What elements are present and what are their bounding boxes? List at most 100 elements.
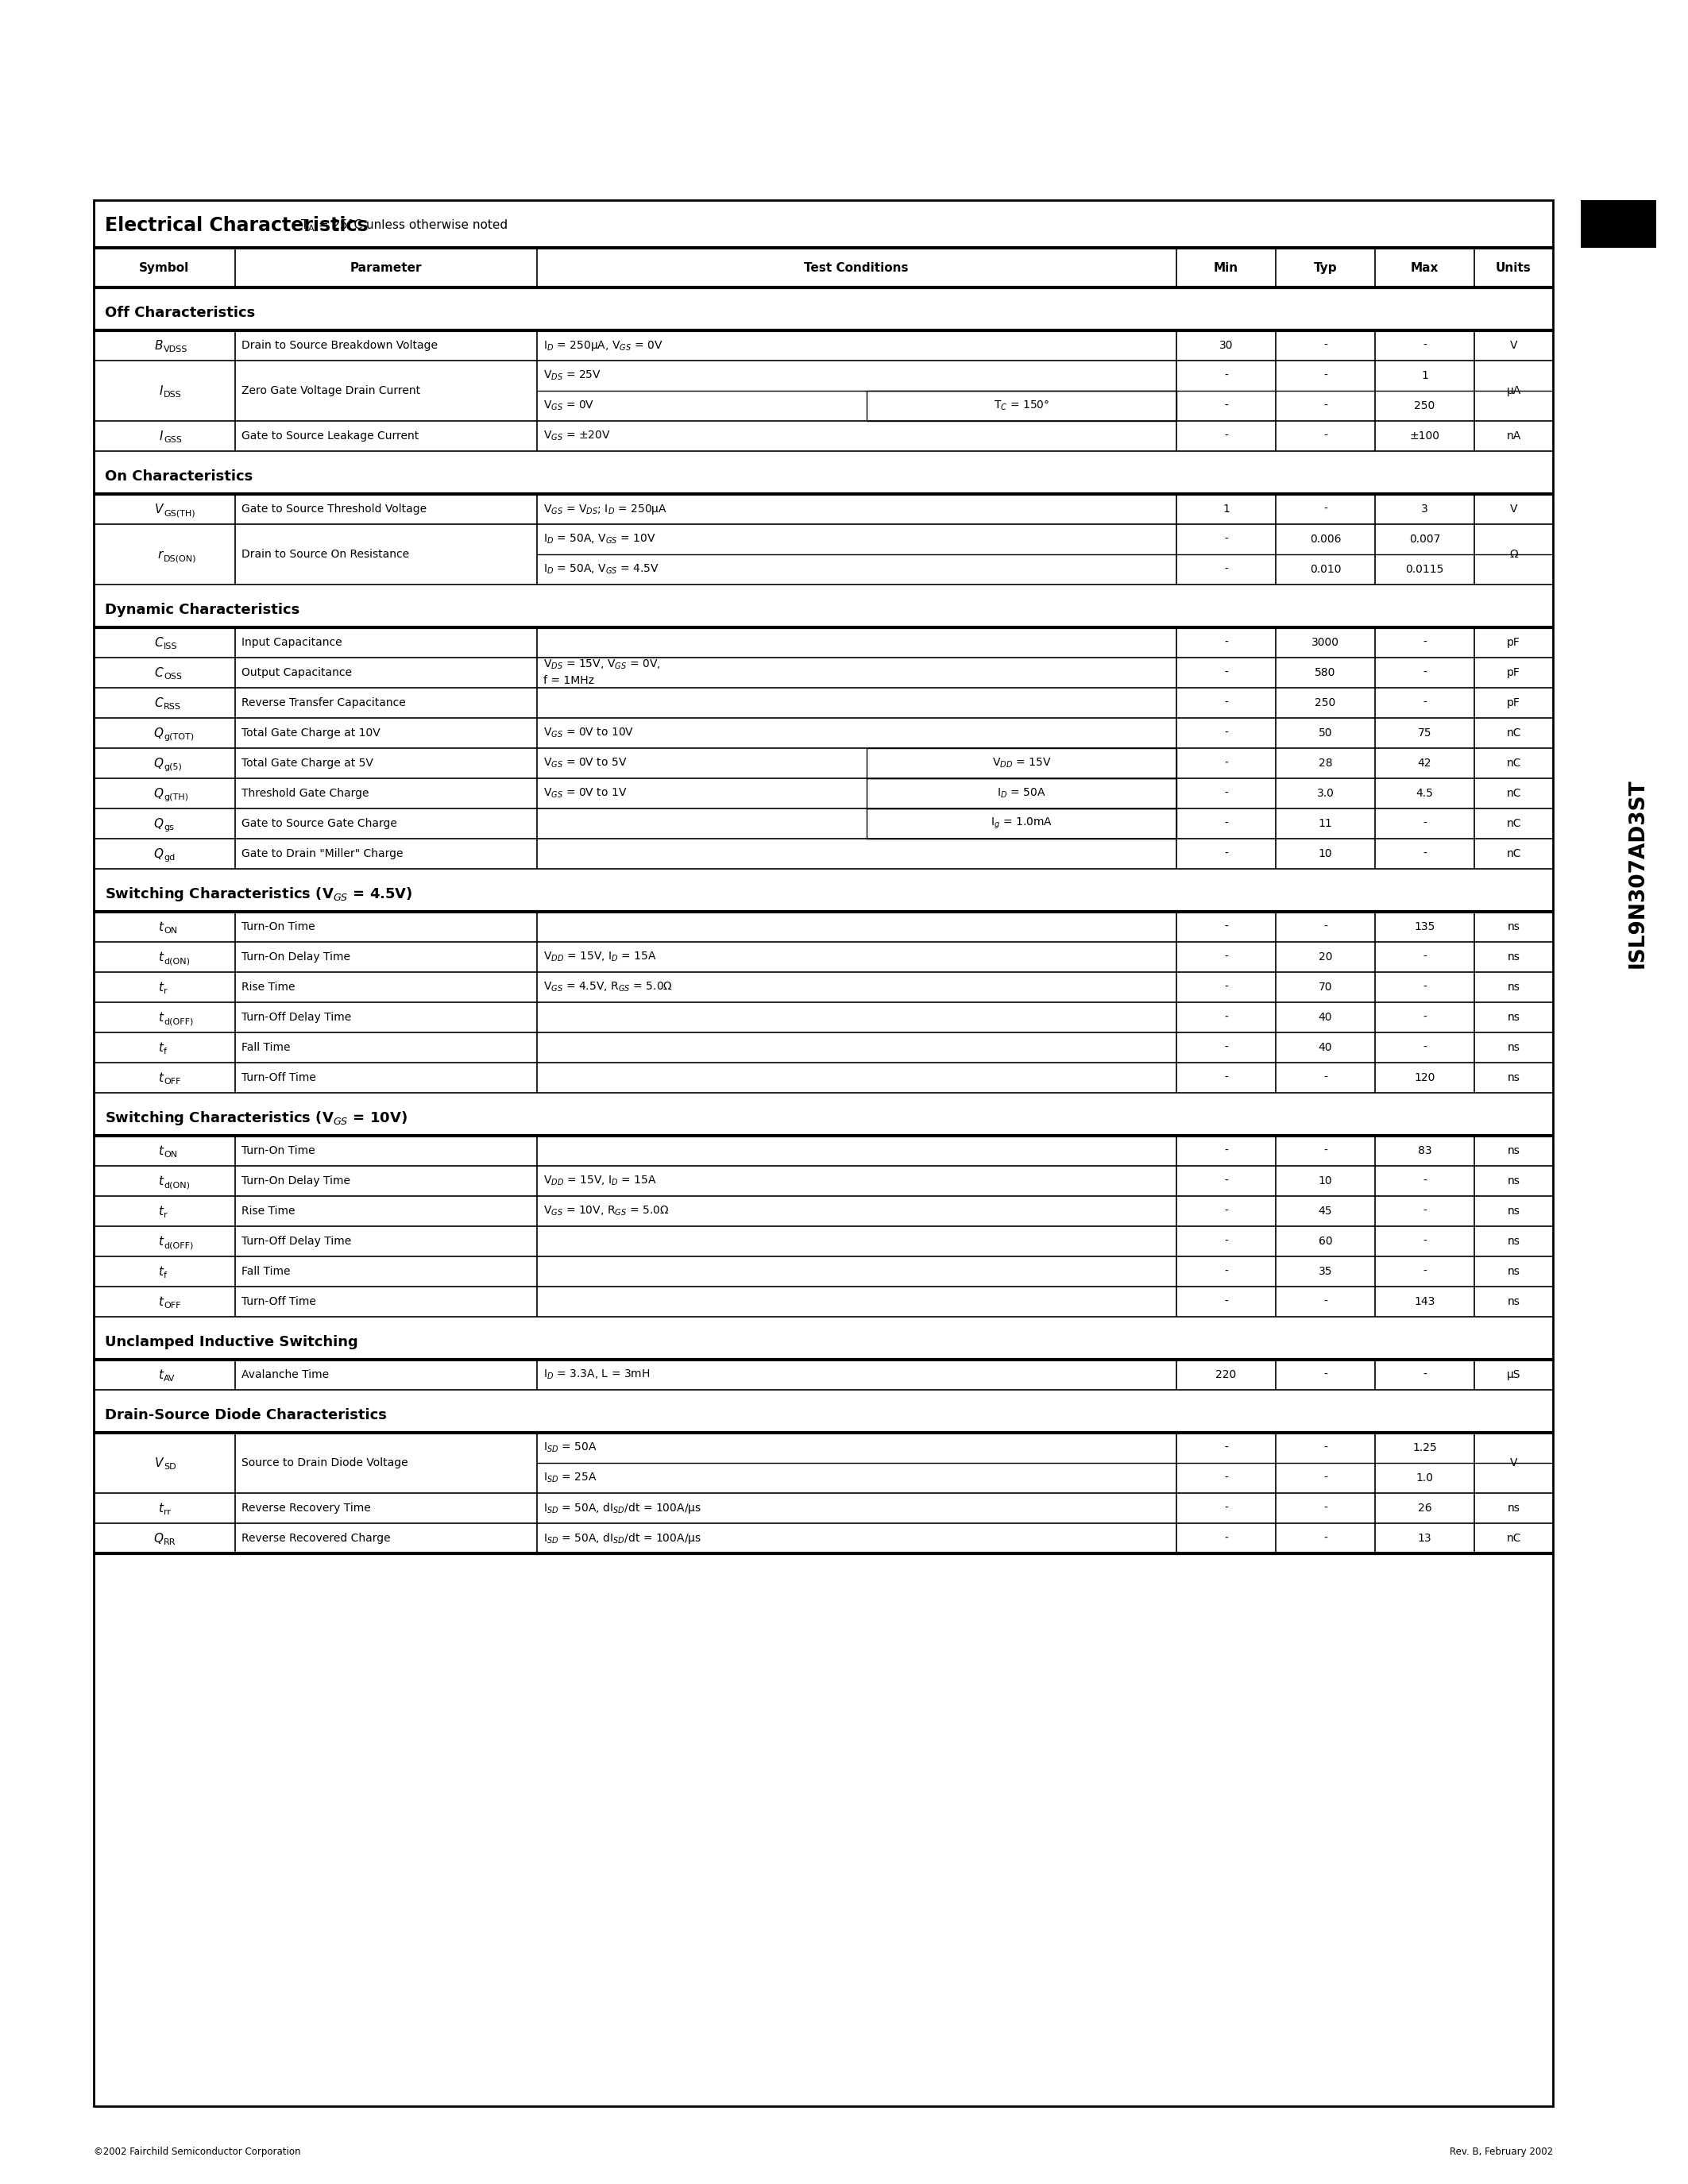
Text: 11: 11 xyxy=(1318,819,1332,830)
Bar xyxy=(866,778,1177,808)
Text: Gate to Source Leakage Current: Gate to Source Leakage Current xyxy=(241,430,419,441)
Text: -: - xyxy=(1323,505,1327,515)
Text: Turn-On Delay Time: Turn-On Delay Time xyxy=(241,1175,351,1186)
Text: Test Conditions: Test Conditions xyxy=(803,262,908,273)
Text: 1.25: 1.25 xyxy=(1413,1441,1436,1452)
Text: Gate to Drain "Miller" Charge: Gate to Drain "Miller" Charge xyxy=(241,847,403,858)
Text: 28: 28 xyxy=(1318,758,1332,769)
Text: I$_{SD}$ = 50A, dI$_{SD}$/dt = 100A/μs: I$_{SD}$ = 50A, dI$_{SD}$/dt = 100A/μs xyxy=(544,1500,702,1516)
Text: 3: 3 xyxy=(1421,505,1428,515)
Text: -: - xyxy=(1423,341,1426,352)
Text: A: A xyxy=(309,225,314,234)
Text: 50: 50 xyxy=(1318,727,1332,738)
Text: I$_{SD}$ = 50A, dI$_{SD}$/dt = 100A/μs: I$_{SD}$ = 50A, dI$_{SD}$/dt = 100A/μs xyxy=(544,1531,702,1546)
Text: -: - xyxy=(1323,1441,1327,1452)
Text: 120: 120 xyxy=(1415,1072,1435,1083)
Text: V$_{GS}$ = 10V, R$_{GS}$ = 5.0Ω: V$_{GS}$ = 10V, R$_{GS}$ = 5.0Ω xyxy=(544,1206,670,1219)
Text: -: - xyxy=(1224,819,1229,830)
Text: nC: nC xyxy=(1506,727,1521,738)
Text: Q: Q xyxy=(154,847,162,860)
Text: -: - xyxy=(1423,666,1426,679)
Text: ns: ns xyxy=(1507,1267,1519,1278)
Text: t: t xyxy=(159,1175,162,1186)
Text: -: - xyxy=(1323,1503,1327,1514)
Text: 10: 10 xyxy=(1318,847,1332,858)
Text: Unclamped Inductive Switching: Unclamped Inductive Switching xyxy=(105,1334,358,1350)
Text: Threshold Gate Charge: Threshold Gate Charge xyxy=(241,788,370,799)
Text: -: - xyxy=(1224,1042,1229,1053)
Text: Q: Q xyxy=(154,788,162,799)
Text: GSS: GSS xyxy=(164,437,182,443)
Bar xyxy=(866,749,1177,778)
Text: nC: nC xyxy=(1506,1533,1521,1544)
Text: 0.0115: 0.0115 xyxy=(1406,563,1443,574)
Bar xyxy=(866,808,1177,839)
Text: SD: SD xyxy=(164,1463,176,1470)
Text: -: - xyxy=(1224,1011,1229,1022)
Text: Reverse Recovered Charge: Reverse Recovered Charge xyxy=(241,1533,390,1544)
Text: Total Gate Charge at 5V: Total Gate Charge at 5V xyxy=(241,758,373,769)
Text: AV: AV xyxy=(164,1374,176,1382)
Text: Turn-Off Delay Time: Turn-Off Delay Time xyxy=(241,1236,351,1247)
Text: -: - xyxy=(1323,430,1327,441)
Text: ±100: ±100 xyxy=(1409,430,1440,441)
Text: r: r xyxy=(164,987,167,996)
Text: 70: 70 xyxy=(1318,981,1332,994)
Text: ON: ON xyxy=(164,1151,177,1160)
Text: ON: ON xyxy=(164,926,177,935)
Text: Max: Max xyxy=(1411,262,1438,273)
Text: -: - xyxy=(1423,638,1426,649)
Text: OFF: OFF xyxy=(164,1077,181,1085)
Text: DSS: DSS xyxy=(164,391,182,400)
Text: -: - xyxy=(1323,1295,1327,1308)
Text: 3000: 3000 xyxy=(1312,638,1339,649)
Text: d(OFF): d(OFF) xyxy=(164,1018,194,1024)
Text: 13: 13 xyxy=(1418,1533,1431,1544)
Text: t: t xyxy=(159,950,162,963)
Text: ns: ns xyxy=(1507,1011,1519,1022)
Text: Rise Time: Rise Time xyxy=(241,981,295,994)
Text: I$_D$ = 3.3A, L = 3mH: I$_D$ = 3.3A, L = 3mH xyxy=(544,1367,650,1380)
Bar xyxy=(866,391,1177,422)
Text: V$_{DS}$ = 15V, V$_{GS}$ = 0V,: V$_{DS}$ = 15V, V$_{GS}$ = 0V, xyxy=(544,657,660,670)
Text: 83: 83 xyxy=(1418,1144,1431,1155)
Text: GS(TH): GS(TH) xyxy=(164,509,196,518)
Text: Reverse Transfer Capacitance: Reverse Transfer Capacitance xyxy=(241,697,405,708)
Text: 1: 1 xyxy=(1421,369,1428,382)
Text: 220: 220 xyxy=(1215,1369,1237,1380)
Text: t: t xyxy=(159,1369,162,1380)
Text: 45: 45 xyxy=(1318,1206,1332,1216)
Text: -: - xyxy=(1323,1472,1327,1483)
Text: -: - xyxy=(1323,922,1327,933)
Text: Source to Drain Diode Voltage: Source to Drain Diode Voltage xyxy=(241,1457,408,1468)
Text: Electrical Characteristics: Electrical Characteristics xyxy=(105,216,368,236)
Text: Ω: Ω xyxy=(1509,548,1518,559)
Text: Drain-Source Diode Characteristics: Drain-Source Diode Characteristics xyxy=(105,1409,387,1422)
Text: -: - xyxy=(1423,819,1426,830)
Text: Dynamic Characteristics: Dynamic Characteristics xyxy=(105,603,300,618)
Text: -: - xyxy=(1323,400,1327,411)
Text: V$_{DD}$ = 15V: V$_{DD}$ = 15V xyxy=(993,756,1052,769)
Text: V: V xyxy=(1509,341,1518,352)
Text: -: - xyxy=(1423,1175,1426,1186)
Text: OFF: OFF xyxy=(164,1302,181,1310)
Text: t: t xyxy=(159,981,162,994)
Text: V: V xyxy=(1509,1457,1518,1468)
Text: t: t xyxy=(159,1236,162,1247)
Text: -: - xyxy=(1224,1503,1229,1514)
Text: ns: ns xyxy=(1507,1206,1519,1216)
Bar xyxy=(1580,201,1656,247)
Text: Parameter: Parameter xyxy=(349,262,422,273)
Text: Gate to Source Gate Charge: Gate to Source Gate Charge xyxy=(241,819,397,830)
Text: Zero Gate Voltage Drain Current: Zero Gate Voltage Drain Current xyxy=(241,384,420,395)
Text: d(ON): d(ON) xyxy=(164,1182,189,1188)
Text: V$_{GS}$ = 0V to 10V: V$_{GS}$ = 0V to 10V xyxy=(544,727,635,740)
Text: t: t xyxy=(159,1265,162,1278)
Text: Fall Time: Fall Time xyxy=(241,1267,290,1278)
Text: -: - xyxy=(1423,1369,1426,1380)
Text: pF: pF xyxy=(1507,638,1521,649)
Text: -: - xyxy=(1224,788,1229,799)
Text: 250: 250 xyxy=(1315,697,1335,708)
Text: V: V xyxy=(155,502,162,515)
Text: -: - xyxy=(1323,369,1327,382)
